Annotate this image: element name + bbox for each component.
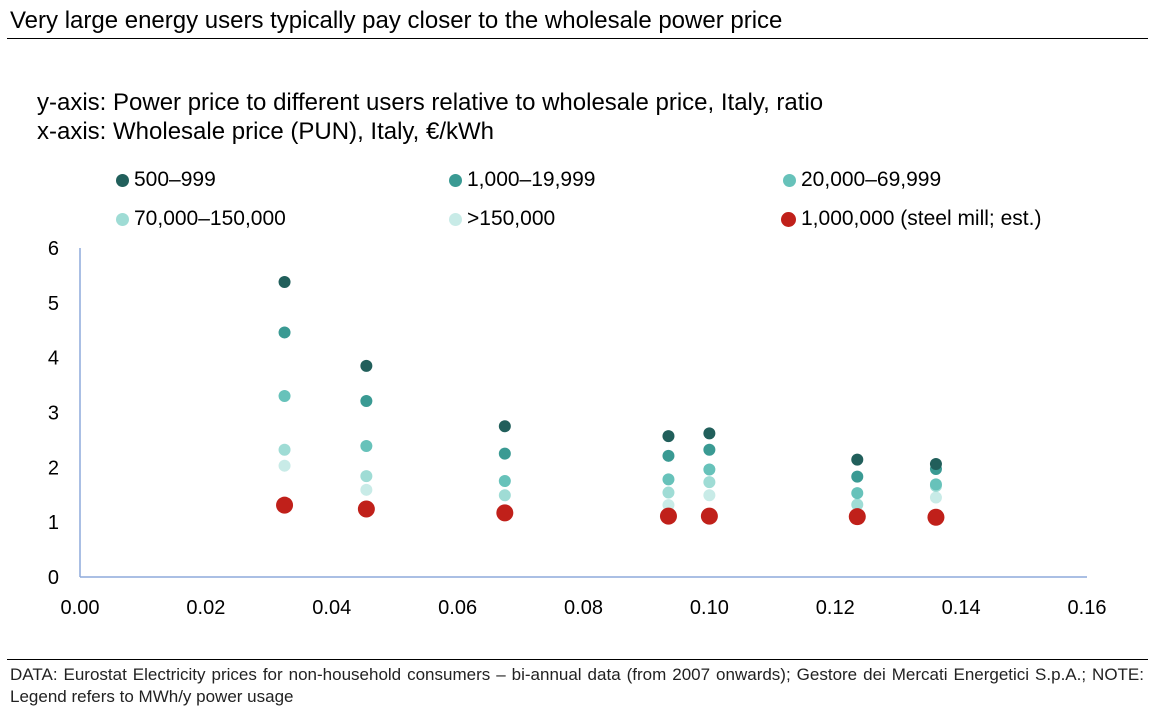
legend-label: 1,000,000 (steel mill; est.) [801, 207, 1042, 230]
legend-label: 20,000–69,999 [801, 168, 942, 191]
legend-label: 70,000–150,000 [134, 207, 286, 230]
data-point [357, 500, 375, 518]
data-point [848, 508, 866, 526]
legend-marker [783, 173, 796, 187]
footer-divider [7, 659, 1148, 660]
data-point [278, 390, 291, 403]
y-tick-label: 6 [48, 238, 59, 260]
data-point [662, 473, 675, 486]
legend-marker [116, 173, 129, 187]
x-tick-label: 0.08 [564, 597, 603, 619]
data-point [851, 487, 864, 500]
legend-item-steel-mill: 1,000,000 (steel mill; est.) [781, 206, 1041, 232]
legend-marker [449, 173, 462, 187]
y-axis-description: y-axis: Power price to different users r… [37, 89, 824, 116]
chart-title: Very large energy users typically pay cl… [10, 7, 783, 34]
data-point [360, 439, 373, 452]
data-point [360, 483, 373, 496]
x-tick-label: 0.14 [942, 597, 981, 619]
legend-label: 500–999 [134, 168, 216, 191]
data-point [496, 504, 514, 522]
data-point [278, 459, 291, 472]
title-divider [7, 38, 1148, 39]
data-point [851, 453, 864, 466]
y-tick-label: 0 [48, 567, 59, 589]
data-point [498, 420, 511, 433]
x-tick-label: 0.10 [690, 597, 729, 619]
scatter-plot: 0 1 2 3 4 5 6 0.00 0.02 0.04 0.06 0.08 0.10 0.12 0.14 0… [48, 238, 1107, 619]
x-tick-label: 0.06 [438, 597, 477, 619]
data-point [662, 499, 675, 512]
legend-marker [449, 212, 462, 226]
x-tick-label: 0.00 [61, 597, 100, 619]
legend-item-500-999: 500–999 [116, 167, 216, 193]
data-point [659, 507, 677, 525]
data-point [929, 458, 942, 471]
x-axis-description: x-axis: Wholesale price (PUN), Italy, €/… [37, 118, 494, 145]
y-tick-label: 3 [48, 403, 59, 425]
data-point [662, 449, 675, 462]
data-point [927, 508, 945, 526]
data-point [276, 496, 294, 514]
data-point [360, 359, 373, 372]
data-point [278, 275, 291, 288]
x-tick-label: 0.04 [312, 597, 351, 619]
y-tick-label: 2 [48, 457, 59, 479]
legend-label: >150,000 [467, 207, 556, 230]
legend-item-1000-19999: 1,000–19,999 [449, 167, 595, 193]
legend-item-70000-150000: 70,000–150,000 [116, 206, 286, 232]
x-tick-label: 0.02 [186, 597, 225, 619]
legend-item-20000-69999: 20,000–69,999 [783, 167, 941, 193]
y-tick-label: 5 [48, 293, 59, 315]
data-point [929, 478, 942, 491]
data-point [703, 476, 716, 489]
x-tick-label: 0.16 [1068, 597, 1107, 619]
data-point [703, 489, 716, 502]
legend-marker [116, 212, 129, 226]
legend-marker [781, 211, 796, 227]
data-point [278, 443, 291, 456]
data-point [360, 394, 373, 407]
legend-item-over-150000: >150,000 [449, 206, 555, 232]
source-note: DATA: Eurostat Electricity prices for no… [10, 665, 1144, 706]
data-point [498, 447, 511, 460]
data-point [498, 489, 511, 502]
data-point [360, 470, 373, 483]
data-point [851, 470, 864, 483]
data-point [278, 326, 291, 339]
data-point [703, 443, 716, 456]
data-point [929, 491, 942, 504]
data-point [662, 430, 675, 443]
legend-label: 1,000–19,999 [467, 168, 596, 191]
data-point [498, 475, 511, 488]
data-point [700, 507, 718, 525]
data-point [703, 463, 716, 476]
data-point [851, 498, 864, 511]
x-tick-label: 0.12 [816, 597, 855, 619]
y-tick-label: 1 [48, 512, 59, 534]
data-point [662, 486, 675, 499]
data-point [703, 427, 716, 440]
y-tick-label: 4 [48, 348, 59, 370]
